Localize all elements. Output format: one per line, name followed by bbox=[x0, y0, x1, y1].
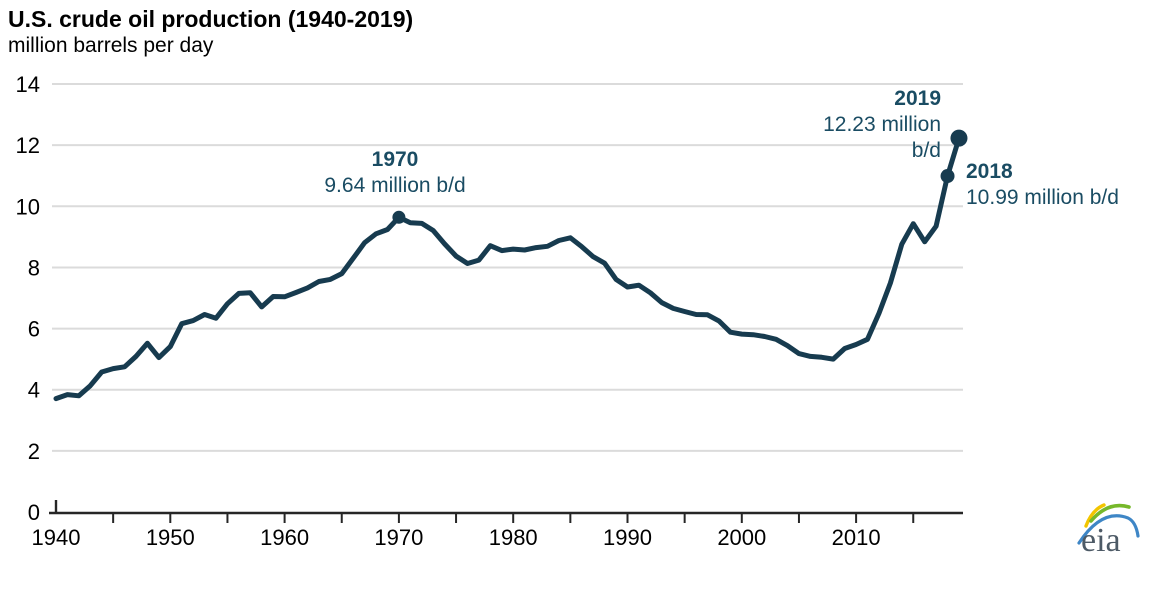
y-axis-label-10: 10 bbox=[16, 194, 40, 219]
y-axis-label-14: 14 bbox=[16, 72, 40, 97]
annotation-1970-value: 9.64 million b/d bbox=[324, 174, 466, 197]
x-axis-label-1970: 1970 bbox=[374, 525, 423, 550]
annotation-2019-year: 2019 bbox=[894, 87, 941, 110]
annotation-2018: 2018 10.99 million b/d bbox=[966, 159, 1150, 211]
eia-logo-green-arc bbox=[1089, 503, 1131, 523]
x-axis-label-1940: 1940 bbox=[32, 525, 81, 550]
production-line bbox=[53, 135, 962, 402]
marker-2019 bbox=[950, 129, 968, 147]
eia-logo-yellow-arc bbox=[1084, 503, 1106, 528]
x-axis-label-1960: 1960 bbox=[260, 525, 309, 550]
y-axis-label-4: 4 bbox=[28, 378, 40, 403]
y-axis-label-6: 6 bbox=[28, 317, 40, 342]
y-axis-label-8: 8 bbox=[28, 255, 40, 280]
x-axis-label-2010: 2010 bbox=[832, 525, 881, 550]
annotation-1970: 1970 9.64 million b/d bbox=[295, 147, 495, 199]
marker-1970 bbox=[392, 210, 406, 224]
annotation-2018-value: 10.99 million b/d bbox=[966, 186, 1119, 209]
y-axis-label-2: 2 bbox=[28, 439, 40, 464]
x-axis-label-1990: 1990 bbox=[603, 525, 652, 550]
eia-logo: eia bbox=[1077, 503, 1140, 558]
x-axis-label-1950: 1950 bbox=[146, 525, 195, 550]
y-axis-label-0: 0 bbox=[28, 500, 40, 525]
annotation-1970-year: 1970 bbox=[371, 148, 419, 171]
annotation-2019-value-line1: 12.23 million bbox=[823, 113, 941, 136]
chart-subtitle: million barrels per day bbox=[8, 34, 214, 57]
chart-title: U.S. crude oil production (1940-2019) bbox=[8, 6, 414, 32]
annotation-2019: 2019 12.23 million b/d bbox=[721, 86, 941, 164]
x-axis-label-1980: 1980 bbox=[489, 525, 538, 550]
y-axis-label-12: 12 bbox=[16, 133, 40, 158]
marker-2018 bbox=[940, 169, 955, 184]
eia-logo-blue-arc bbox=[1077, 514, 1140, 545]
eia-logo-text: eia bbox=[1081, 522, 1121, 558]
x-axis-label-2000: 2000 bbox=[717, 525, 766, 550]
annotation-2019-value-line2: b/d bbox=[911, 139, 941, 162]
annotation-2018-year: 2018 bbox=[966, 160, 1013, 183]
